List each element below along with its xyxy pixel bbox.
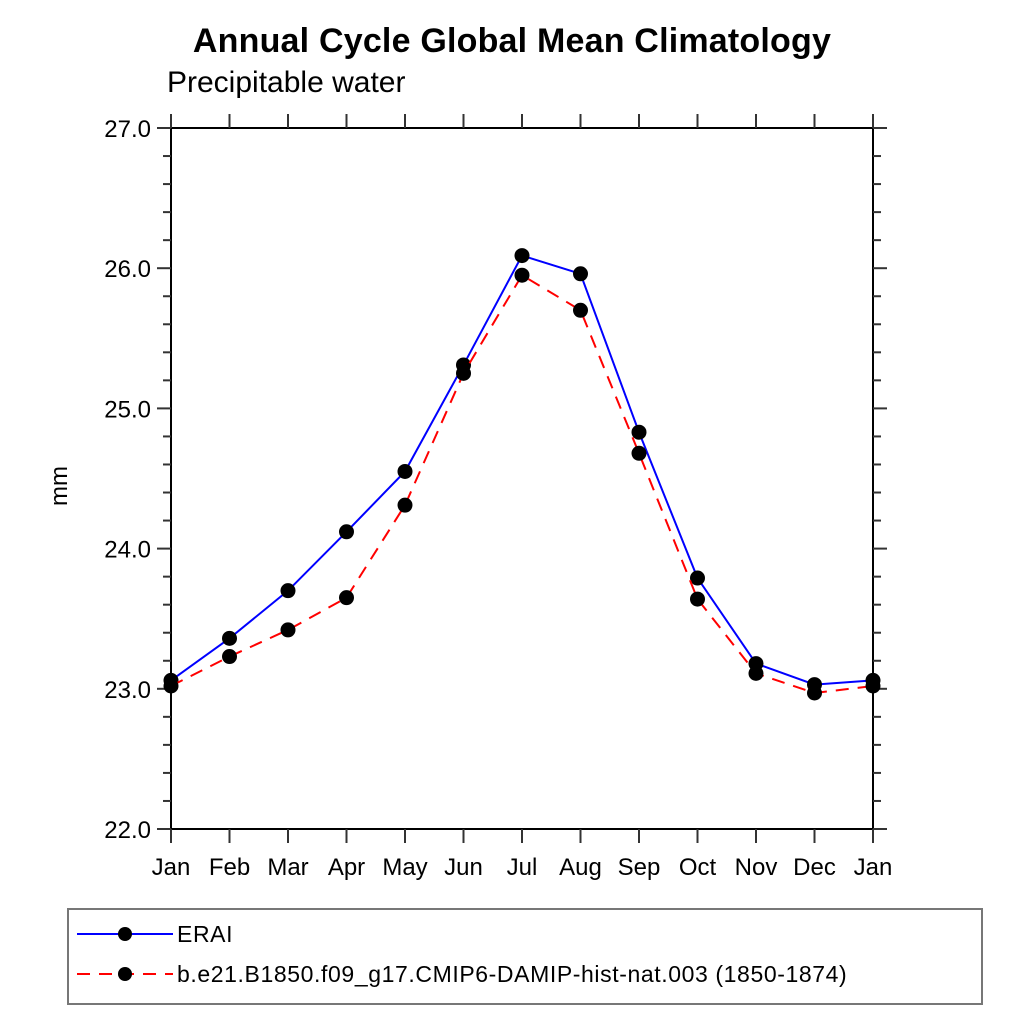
x-tick-label: Feb [209,854,250,881]
data-point [865,678,881,694]
legend-item-erai: ERAI [73,914,233,954]
series-erai [163,248,881,693]
y-tick-label: 23.0 [104,677,151,704]
x-axis-labels: Jan Feb Mar Apr May Jun Jul Aug Sep Oct Nov Dec Jan [152,854,893,881]
x-tick-label: May [382,854,427,881]
legend-label: b.e21.B1850.f09_g17.CMIP6-DAMIP-hist-nat… [177,960,848,987]
data-point [573,266,588,282]
x-tick-label: Sep [618,854,661,881]
data-point [748,665,764,681]
data-point [339,590,354,606]
y-axis-labels: 22.0 23.0 24.0 25.0 26.0 27.0 [104,116,151,844]
data-point [631,445,647,461]
legend: ERAI b.e21.B1850.f09_g17.CMIP6-DAMIP-his… [67,908,983,1005]
legend-line-sample-dashed [77,967,173,981]
data-point [807,685,822,701]
data-point [280,622,296,638]
series-model [163,267,881,701]
x-tick-label: Jan [152,854,191,881]
data-point [397,463,413,479]
y-tick-label: 26.0 [104,256,151,283]
data-point [397,497,413,513]
y-tick-label: 24.0 [104,537,151,564]
data-point [222,630,237,646]
x-tick-label: Apr [328,854,365,881]
y-axis-major-ticks [157,127,887,830]
chart-title: Annual Cycle Global Mean Climatology [192,22,832,60]
series-line [170,273,874,695]
x-tick-label: Dec [793,854,836,881]
legend-line-sample-solid [77,927,173,941]
x-tick-label: Aug [559,854,602,881]
x-tick-label: Oct [679,854,717,881]
legend-label: ERAI [177,920,234,947]
x-tick-label: Jun [444,854,483,881]
series-line [170,254,874,686]
data-point [690,570,705,586]
data-point [280,583,296,599]
data-point [163,678,179,694]
data-point [514,267,530,283]
data-point [573,302,588,318]
x-tick-label: Jul [507,854,538,881]
legend-item-model: b.e21.B1850.f09_g17.CMIP6-DAMIP-hist-nat… [73,954,847,994]
data-point [339,524,354,540]
chart-subtitle: Precipitable water [167,66,406,99]
y-axis-minor-ticks [163,155,881,802]
x-tick-label: Nov [735,854,778,881]
data-point [690,591,705,607]
y-tick-label: 25.0 [104,396,151,423]
x-axis-ticks [170,114,874,843]
axis-ticks [157,114,887,843]
y-tick-label: 22.0 [104,817,151,844]
data-point [514,248,530,264]
data-point [222,649,237,665]
x-tick-label: Jan [854,854,893,881]
plot-frame [170,127,874,830]
data-point [456,365,471,381]
y-tick-label: 27.0 [104,116,151,143]
data-point [631,424,647,440]
x-tick-label: Mar [267,854,308,881]
